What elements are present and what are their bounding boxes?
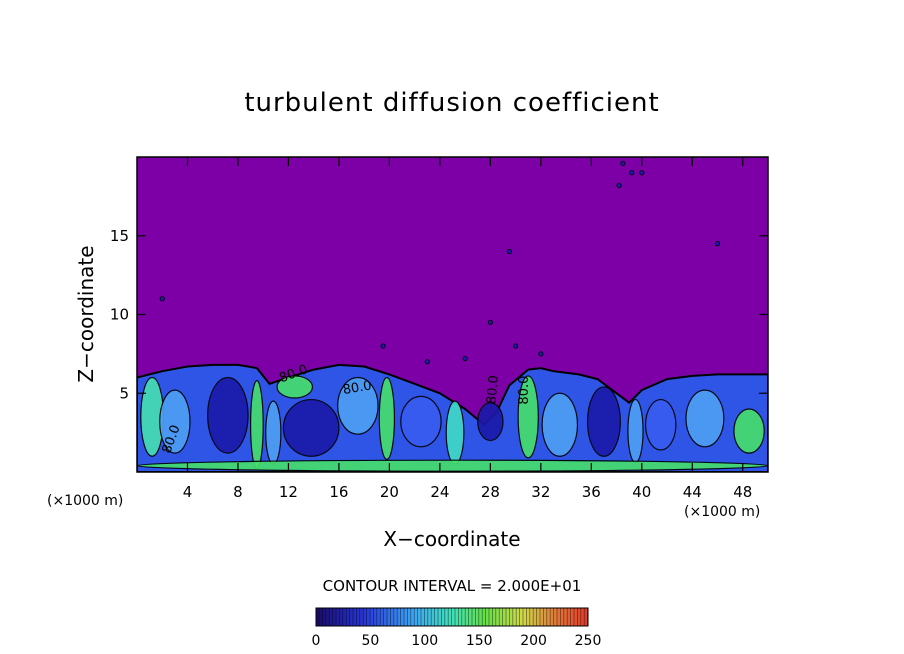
eddy (337, 376, 379, 435)
eddy (517, 375, 539, 459)
colorbar-stripes (318, 608, 588, 626)
x-tick-label: 4 (183, 483, 193, 501)
speck (616, 182, 622, 188)
speck (506, 248, 512, 255)
x-unit-right: (×1000 m) (684, 504, 760, 520)
turbulent-eddies (137, 375, 768, 472)
contour-label: 80.0 (484, 375, 501, 405)
colorbar-tick-label: 100 (411, 633, 438, 649)
x-tick-label: 40 (632, 483, 651, 501)
eddy (445, 400, 465, 465)
x-tick-label: 44 (683, 483, 702, 501)
colorbar-gradient (315, 607, 589, 627)
speck (512, 343, 519, 349)
eddy (249, 380, 264, 470)
eddy (265, 400, 282, 465)
y-axis-label: Z−coordinate (74, 245, 98, 382)
speck (424, 359, 430, 365)
eddy (541, 392, 579, 457)
x-tick-label: 32 (531, 483, 550, 501)
eddy (159, 389, 191, 454)
speck (159, 296, 165, 302)
x-axis-label: X−coordinate (383, 527, 520, 551)
colorbar-tick-label: 50 (361, 633, 379, 649)
eddy (137, 459, 768, 472)
y-tick-label: 15 (110, 227, 129, 245)
speck (714, 241, 721, 247)
eddy (733, 408, 765, 454)
eddy (627, 398, 644, 464)
eddy (276, 375, 314, 399)
x-tick-label: 8 (233, 483, 243, 501)
x-tick-label: 48 (733, 483, 752, 501)
colorbar-ticks: 0 50 100 150 200 250 (312, 633, 602, 649)
colorbar-tick-label: 200 (520, 633, 547, 649)
x-unit-left: (×1000 m) (47, 493, 123, 509)
chart-title: turbulent diffusion coefficient (244, 88, 659, 118)
y-axis-ticks: 5 10 15 (110, 227, 768, 402)
eddy (378, 376, 396, 461)
colorbar-tick-label: 150 (466, 633, 493, 649)
contour-label: 80.0 (517, 376, 532, 405)
x-tick-label: 12 (279, 483, 298, 501)
contour-interval: CONTOUR INTERVAL = 2.000E+01 (323, 577, 582, 595)
x-axis-ticks: 4 8 12 16 20 24 28 32 36 40 44 48 (183, 157, 752, 501)
x-tick-label: 16 (329, 483, 348, 501)
speck (538, 351, 544, 357)
speck (639, 170, 645, 176)
speck (629, 170, 635, 176)
y-tick-label: 10 (110, 306, 129, 324)
eddy (586, 386, 621, 457)
colorbar: 0 50 100 150 200 250 (312, 607, 602, 649)
speck (380, 343, 386, 349)
contour-label: 80.0 (342, 378, 373, 398)
eddy (644, 398, 677, 451)
x-tick-label: 36 (582, 483, 601, 501)
x-tick-label: 20 (380, 483, 399, 501)
speck (487, 319, 493, 325)
speck (462, 355, 468, 362)
plot-area: 80.080.080.0 80.0 80.0 (136, 156, 769, 473)
eddy (207, 376, 249, 454)
x-tick-label: 28 (481, 483, 500, 501)
eddy (282, 398, 340, 457)
eddy (477, 402, 504, 442)
eddy (685, 389, 725, 448)
x-tick-label: 24 (430, 483, 449, 501)
eddy (400, 395, 442, 448)
speck (620, 160, 626, 166)
upper-specks (159, 160, 721, 365)
colorbar-tick-label: 250 (575, 633, 602, 649)
y-tick-label: 5 (119, 384, 129, 402)
colorbar-tick-label: 0 (312, 633, 321, 649)
